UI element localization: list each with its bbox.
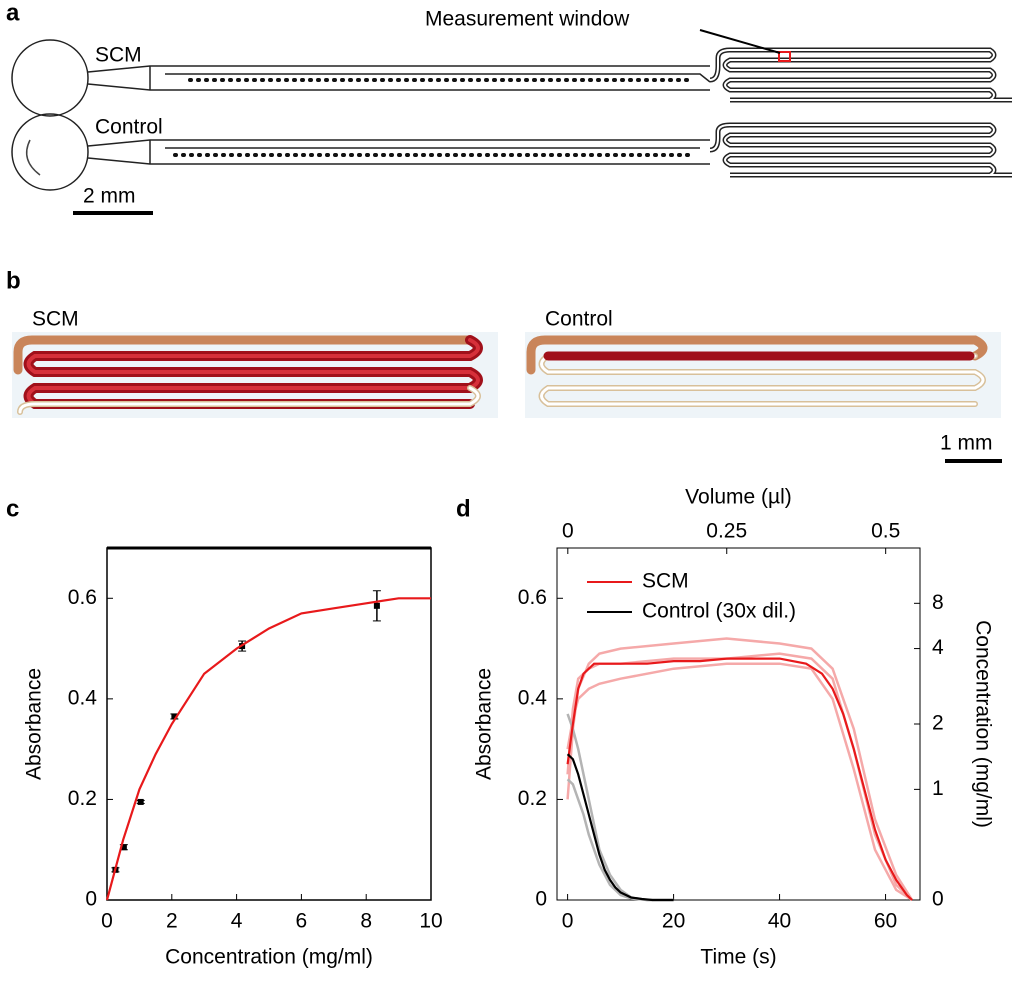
x2-tick-label: 0 [562,520,574,543]
scale-label: 2 mm [83,185,136,208]
y-tick-label: 0.2 [518,787,547,810]
row-label: SCM [95,44,142,67]
x2-tick-label: 0.25 [706,520,747,543]
row-label: Control [95,116,163,139]
y-axis-label: Absorbance [473,668,496,780]
data-point [373,602,380,609]
x-tick-label: 6 [296,910,308,933]
legend-label: Control (30x dil.) [642,600,796,623]
x-tick-label: 0 [562,910,574,933]
x2-axis-label: Volume (µl) [685,486,792,509]
x-tick-label: 0 [101,910,113,933]
y-tick-label: 0.4 [518,686,548,709]
legend-label: SCM [642,570,689,593]
y2-axis-label: Concentration (mg/ml) [971,620,994,828]
caption: SCM [32,308,79,331]
x-tick-label: 8 [360,910,372,933]
y-tick-label: 0.6 [518,586,547,609]
x2-tick-label: 0.5 [871,520,900,543]
y-tick-label: 0.6 [68,586,97,609]
x-axis-label: Time (s) [700,946,776,969]
serpentine-control [525,332,1001,418]
line [566,753,674,902]
panel-label: c [6,495,19,522]
scale-label: 1 mm [940,432,993,455]
chip-control [11,113,1012,191]
x-tick-label: 2 [166,910,178,933]
y2-tick-label: 8 [932,591,944,614]
measurement-box [778,51,791,62]
x-tick-label: 20 [662,910,685,933]
x-tick-label: 60 [874,910,897,933]
panel-label: d [456,495,471,522]
replicate-line [566,713,674,902]
x-tick-label: 40 [768,910,791,933]
caption: Control [545,308,613,331]
x-tick-label: 10 [419,910,442,933]
panel-label: a [6,0,20,26]
y-tick-label: 0.2 [68,787,97,810]
data-point [171,713,178,720]
data-point [120,844,127,851]
y2-tick-label: 0 [932,888,944,911]
y2-tick-label: 4 [932,636,944,659]
line [566,657,913,901]
data-point [137,798,144,805]
panel-label: b [6,267,21,294]
y-tick-label: 0.4 [68,686,98,709]
pointer [699,29,781,54]
serpentine-scm [12,332,498,418]
y2-tick-label: 2 [932,712,944,735]
y2-tick-label: 1 [932,777,944,800]
replicate-line [105,597,431,901]
y-tick-label: 0 [85,888,97,911]
replicate-line [566,662,913,902]
y-axis-label: Absorbance [23,668,46,780]
chip-scm [11,39,1012,117]
replicate-line [566,637,914,901]
x-axis-label: Concentration (mg/ml) [165,946,373,969]
annotation: Measurement window [425,8,630,31]
x-tick-label: 4 [231,910,243,933]
y-tick-label: 0 [535,888,547,911]
